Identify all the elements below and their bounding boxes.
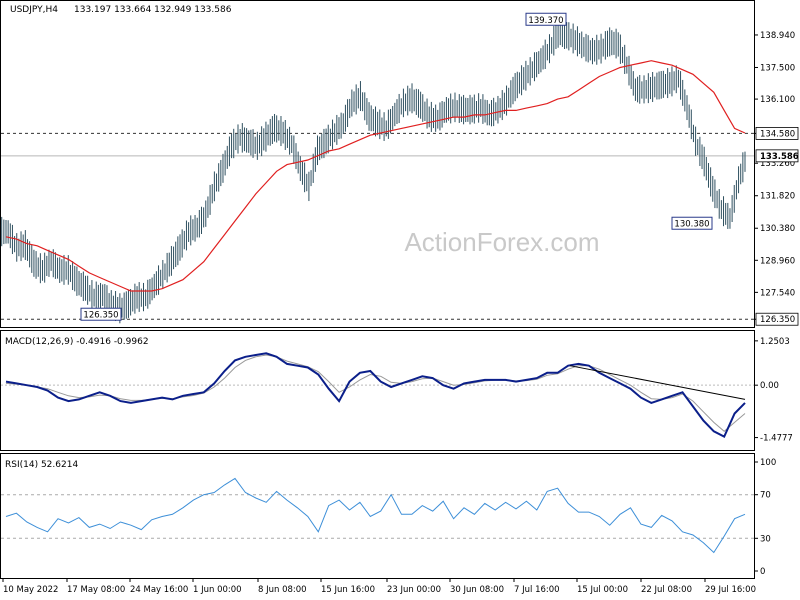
x-tick-label: 22 Jul 08:00 bbox=[641, 585, 692, 595]
macd-plot bbox=[1, 352, 754, 438]
moving-average-line bbox=[5, 60, 746, 292]
current-price-tag: 133.586 bbox=[760, 152, 799, 162]
price-tick-label: 136.100 bbox=[760, 95, 795, 105]
rsi-line bbox=[5, 477, 746, 554]
x-tick-label: 17 May 08:00 bbox=[67, 585, 125, 595]
rsi-tick-label: 100 bbox=[760, 458, 776, 468]
x-tick-label: 29 Jul 16:00 bbox=[705, 585, 756, 595]
macd-tick-label: 0.00 bbox=[760, 381, 779, 391]
rsi-tick-label: 30 bbox=[760, 534, 771, 544]
rsi-pane-frame bbox=[0, 453, 755, 579]
rsi-label: RSI(14) 52.6214 bbox=[5, 460, 78, 470]
price-tick-label: 133.260 bbox=[760, 159, 795, 169]
price-tick-label: 128.960 bbox=[760, 256, 795, 266]
ohlc-readout: 133.197 133.664 132.949 133.586 bbox=[74, 5, 232, 15]
annotation-box-0 bbox=[525, 12, 567, 26]
annotation-label-1: 126.350 bbox=[83, 311, 118, 321]
x-tick-label: 30 Jun 08:00 bbox=[450, 585, 504, 595]
rsi-tick-label: 0 bbox=[760, 567, 765, 577]
x-tick-label: 15 Jul 00:00 bbox=[577, 585, 628, 595]
annotation-box-2 bbox=[671, 216, 713, 230]
x-tick-label: 7 Jul 16:00 bbox=[514, 585, 560, 595]
price-plot: 139.370 126.350 130.380 bbox=[0, 12, 754, 324]
price-tick-label: 137.500 bbox=[760, 63, 795, 73]
x-tick-label: 23 Jun 00:00 bbox=[387, 585, 441, 595]
price-pane-frame bbox=[0, 0, 755, 328]
x-tick-label: 15 Jun 16:00 bbox=[321, 585, 375, 595]
x-tick-label: 8 Jun 08:00 bbox=[258, 585, 307, 595]
price-tick-label: 130.380 bbox=[760, 224, 795, 234]
price-tick-label: 127.540 bbox=[760, 288, 795, 298]
macd-label: MACD(12,26,9) -0.4916 -0.9962 bbox=[5, 337, 149, 347]
level-tag-box bbox=[755, 312, 799, 326]
rsi-tick-label: 70 bbox=[760, 491, 771, 501]
price-tick-label: 126.350 bbox=[760, 315, 795, 325]
annotation-label-0: 139.370 bbox=[528, 16, 563, 26]
macd-tick-label: -1.4777 bbox=[760, 434, 793, 444]
current-price-tag-box bbox=[755, 149, 799, 163]
macd-trendline bbox=[569, 365, 746, 400]
macd-tick-label: 1.2503 bbox=[760, 337, 790, 347]
annotation-box-1 bbox=[80, 307, 122, 321]
price-tick-label: 131.820 bbox=[760, 192, 795, 202]
price-tick-label: 134.580 bbox=[760, 129, 795, 139]
symbol-label: USDJPY,H4 bbox=[10, 5, 58, 15]
x-tick-label: 1 Jun 00:00 bbox=[193, 585, 242, 595]
level-tag-box bbox=[755, 127, 799, 140]
macd-line bbox=[5, 352, 746, 438]
x-tick-label: 24 May 16:00 bbox=[130, 585, 188, 595]
rsi-plot bbox=[1, 477, 754, 554]
axes: 138.940 137.500 136.100 134.580 133.260 131.8… bbox=[2, 31, 799, 595]
x-tick-label: 10 May 2022 bbox=[3, 585, 58, 595]
price-tick-label: 138.940 bbox=[760, 31, 795, 41]
annotation-label-2: 130.380 bbox=[674, 220, 709, 230]
macd-signal-line bbox=[5, 354, 746, 432]
macd-pane-frame bbox=[0, 330, 755, 451]
watermark: ActionForex.com bbox=[404, 227, 599, 257]
